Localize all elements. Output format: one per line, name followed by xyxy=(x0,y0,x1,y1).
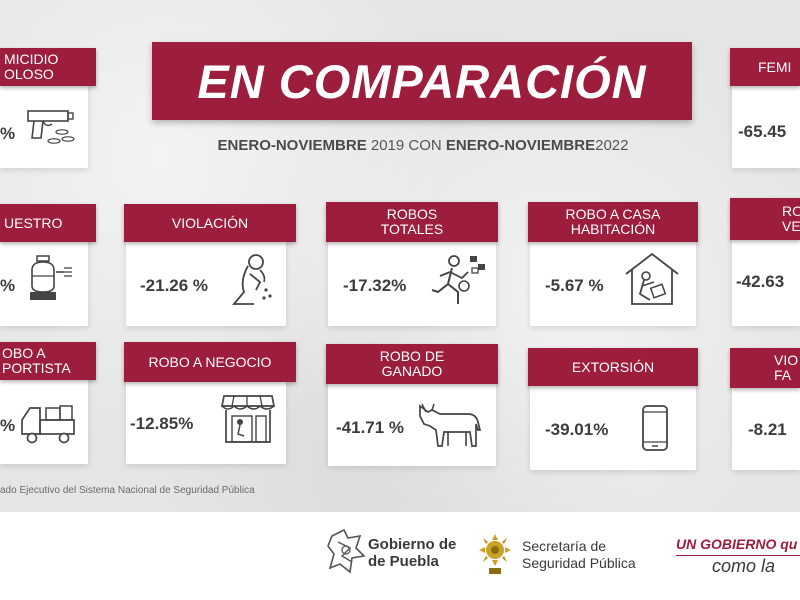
card-feminicidio xyxy=(732,82,800,168)
value-robo-transportista: % xyxy=(0,416,16,435)
card-robos-totales xyxy=(328,236,496,326)
value-extorsion: -39.01% xyxy=(545,420,609,439)
cow-icon xyxy=(418,400,484,448)
shop-icon xyxy=(220,392,276,444)
card-robo-casa xyxy=(530,236,696,326)
card-robo-transportista xyxy=(0,374,88,464)
banner-robo-casa: ROBO A CASA HABITACIÓN xyxy=(528,202,698,242)
value-homicidio: % xyxy=(0,124,16,143)
card-extorsion xyxy=(530,378,696,470)
card-secuestro xyxy=(0,236,88,326)
value-robo-ganado: -41.71 % xyxy=(336,418,405,437)
source-note: ado Ejecutivo del Sistema Nacional de Se… xyxy=(0,485,255,496)
banner-feminicidio: FEMI xyxy=(730,48,800,86)
label-robo-casa: ROBO A CASA HABITACIÓN xyxy=(565,206,661,237)
banner-robo-vehiculo: RO VEH xyxy=(730,198,800,240)
ssp-line-2: Seguridad Pública xyxy=(522,555,636,571)
phone-icon xyxy=(641,404,669,452)
card-robo-negocio xyxy=(126,374,286,464)
period-text-2: 2022 xyxy=(595,137,629,154)
label-feminicidio: FEMI xyxy=(758,58,792,75)
period-text-1: 2019 CON xyxy=(366,137,446,154)
label-robo-negocio: ROBO A NEGOCIO xyxy=(148,353,272,370)
kneeling-victim-icon xyxy=(226,252,276,308)
value-robo-vehiculo: -42.63 xyxy=(736,272,785,291)
puebla-emblem-icon xyxy=(327,528,366,574)
slogan-rule xyxy=(676,555,800,556)
banner-secuestro: UESTRO xyxy=(0,204,96,242)
ssp-emblem-icon xyxy=(479,534,511,574)
value-robo-casa: -5.67 % xyxy=(545,276,604,295)
value-robo-negocio: -12.85% xyxy=(130,414,194,433)
label-robo-ganado: ROBO DE GANADO xyxy=(379,348,445,379)
label-robo-transportista: OBO A PORTISTA xyxy=(2,345,71,376)
page-title: EN COMPARACIÓN xyxy=(197,54,647,108)
value-feminicidio: -65.45 xyxy=(738,122,787,141)
banner-robo-negocio: ROBO A NEGOCIO xyxy=(124,342,296,382)
label-robo-vehiculo: RO VEH xyxy=(782,203,800,234)
period-bold-1: ENERO-NOVIEMBRE xyxy=(217,137,367,154)
ssp-logo: Secretaría de Seguridad Pública xyxy=(474,524,674,584)
label-violacion: VIOLACIÓN xyxy=(171,214,249,231)
comparison-period: ENERO-NOVIEMBRE 2019 CON ENERO-NOVIEMBRE… xyxy=(150,137,696,154)
value-violencia-familiar: -8.21 xyxy=(748,420,787,439)
slogan-line-2: como la xyxy=(712,556,776,576)
banner-robos-totales: ROBOS TOTALES xyxy=(326,202,498,242)
puebla-line-2: de Puebla xyxy=(368,553,439,570)
slogan-line-1: UN GOBIERNO qu xyxy=(676,536,798,552)
banner-homicidio: MICIDIO OLOSO xyxy=(0,48,96,86)
label-extorsion: EXTORSIÓN xyxy=(571,358,655,375)
banner-violencia-familiar: VIO FA xyxy=(730,348,800,388)
card-robo-vehiculo xyxy=(732,236,800,326)
banner-robo-ganado: ROBO DE GANADO xyxy=(326,344,498,384)
running-thief-icon xyxy=(428,252,488,308)
label-secuestro: UESTRO xyxy=(4,214,63,231)
label-violencia-familiar: VIO FA xyxy=(774,352,799,383)
banner-violacion: VIOLACIÓN xyxy=(124,204,296,242)
banner-extorsion: EXTORSIÓN xyxy=(528,348,698,386)
card-homicidio xyxy=(0,82,88,168)
ssp-line-1: Secretaría de xyxy=(522,538,607,554)
label-robos-totales: ROBOS TOTALES xyxy=(380,206,444,237)
label-homicidio: MICIDIO OLOSO xyxy=(4,51,59,82)
truck-icon xyxy=(20,402,78,444)
value-secuestro: % xyxy=(0,276,16,295)
government-slogan: UN GOBIERNO qu como la xyxy=(676,536,800,586)
gun-icon xyxy=(24,108,80,146)
banner-robo-transportista: OBO A PORTISTA xyxy=(0,342,96,380)
value-violacion: -21.26 % xyxy=(140,276,209,295)
card-violencia-familiar xyxy=(732,378,800,470)
main-title-banner: EN COMPARACIÓN xyxy=(152,42,692,120)
period-bold-2: ENERO-NOVIEMBRE xyxy=(445,137,596,154)
footer-bar xyxy=(0,512,800,600)
card-robo-ganado xyxy=(328,376,496,466)
gobierno-puebla-logo: Gobierno de de Puebla xyxy=(326,524,476,584)
house-burglary-icon xyxy=(622,252,682,306)
value-robos-totales: -17.32% xyxy=(343,276,407,295)
puebla-line-1: Gobierno de xyxy=(368,536,457,553)
gas-tank-icon xyxy=(26,254,76,302)
